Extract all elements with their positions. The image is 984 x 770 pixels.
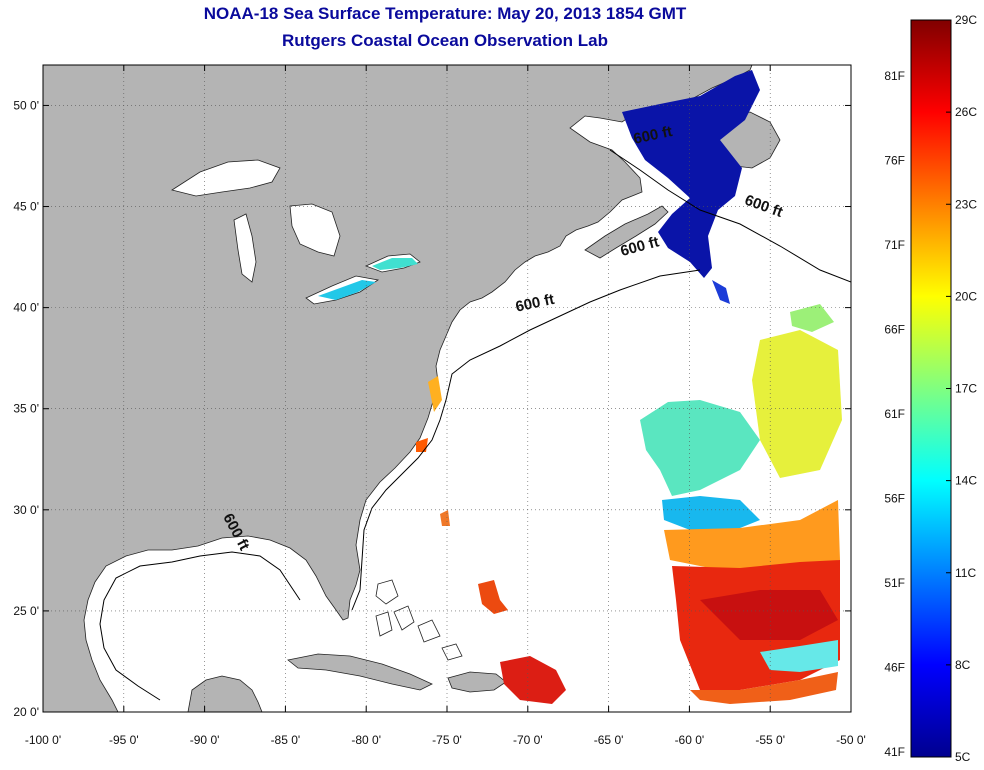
lat-tick-label: 35 0' <box>13 402 39 416</box>
map-grid <box>43 65 851 712</box>
lat-tick-label: 25 0' <box>13 604 39 618</box>
colorbar-celsius-label: 23C <box>955 197 977 211</box>
colorbar-celsius-label: 11C <box>955 566 976 580</box>
colorbar-fahrenheit-label: 61F <box>884 407 905 421</box>
lon-tick-label: -55 0' <box>755 733 785 747</box>
lon-tick-label: -85 0' <box>271 733 301 747</box>
lon-tick-label: -70 0' <box>513 733 543 747</box>
colorbar-celsius-label: 20C <box>955 289 977 303</box>
colorbar <box>910 19 952 758</box>
lon-tick-label: -50 0' <box>836 733 866 747</box>
lat-tick-label: 50 0' <box>13 98 39 112</box>
lon-tick-label: -75 0' <box>432 733 462 747</box>
sst-small-patch <box>440 510 450 526</box>
lon-tick-label: -100 0' <box>25 733 61 747</box>
bahamas-islands <box>375 579 463 661</box>
map-subtitle: Rutgers Coastal Ocean Observation Lab <box>282 31 608 50</box>
colorbar-fahrenheit-label: 41F <box>884 745 905 759</box>
colorbar-celsius-label: 26C <box>955 105 977 119</box>
sst-warm-tail <box>690 672 838 704</box>
lat-tick-label: 40 0' <box>13 301 39 315</box>
colorbar-fahrenheit-label: 46F <box>884 661 905 675</box>
colorbar-celsius-label: 17C <box>955 382 977 396</box>
colorbar-fahrenheit-label: 81F <box>884 69 905 83</box>
colorbar-celsius-label: 29C <box>955 13 977 27</box>
lat-tick-label: 30 0' <box>13 503 39 517</box>
sst-nearshore-nc <box>428 376 442 412</box>
depth-contour-600ft <box>99 149 851 701</box>
land-mass <box>43 65 781 712</box>
sst-cold-gulf-st-lawrence <box>712 280 730 304</box>
sst-cold-labrador <box>622 70 760 278</box>
colorbar-fahrenheit-label: 71F <box>884 238 905 252</box>
sst-cyan-streak <box>760 640 838 672</box>
sst-sargasso-patch <box>478 580 508 614</box>
lon-tick-label: -90 0' <box>190 733 220 747</box>
lon-tick-label: -65 0' <box>594 733 624 747</box>
sst-yellow-band <box>752 330 842 478</box>
lat-tick-label: 45 0' <box>13 200 39 214</box>
colorbar-fahrenheit-label: 66F <box>884 323 905 337</box>
colorbar-celsius-label: 8C <box>955 658 971 672</box>
sst-orange-band <box>664 500 840 570</box>
lon-tick-label: -80 0' <box>351 733 381 747</box>
sst-lake-ontario <box>372 258 418 270</box>
latitude-labels: 20 0' 25 0' 30 0' 35 0' 40 0' 45 0' 50 0' <box>13 98 39 719</box>
lon-tick-label: -95 0' <box>109 733 139 747</box>
colorbar-fahrenheit-label: 76F <box>884 154 905 168</box>
colorbar-celsius-label: 14C <box>955 474 977 488</box>
colorbar-labels: 29C 26C 23C 20C 17C 14C 11C 8C 5C 81F 76F 71F 66F 61F… <box>884 13 977 764</box>
longitude-labels: -100 0' -95 0' -90 0' -85 0' -80 0' -75 0' -70… <box>25 733 866 747</box>
lon-tick-label: -60 0' <box>675 733 705 747</box>
colorbar-fahrenheit-label: 56F <box>884 492 905 506</box>
colorbar-fahrenheit-label: 51F <box>884 576 905 590</box>
colorbar-celsius-label: 5C <box>955 750 971 764</box>
sst-green-patch <box>790 304 834 332</box>
lat-tick-label: 20 0' <box>13 705 39 719</box>
sst-mid-teal <box>662 496 760 532</box>
map-title: NOAA-18 Sea Surface Temperature: May 20,… <box>203 4 687 23</box>
sst-caribbean-patch <box>500 656 566 704</box>
sst-warm-south-dark <box>700 590 838 640</box>
sst-cool-offshore <box>640 400 760 496</box>
sst-lake-erie <box>318 280 376 300</box>
